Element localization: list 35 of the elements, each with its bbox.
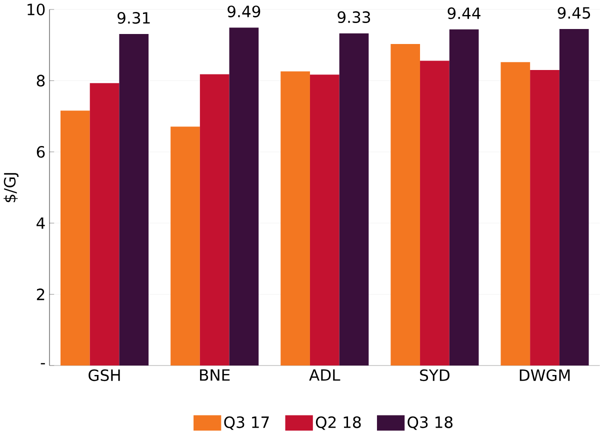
data-label: 9.49 <box>228 6 260 18</box>
legend-label: Q2 18 <box>316 416 361 430</box>
legend-label: Q3 17 <box>224 416 269 430</box>
y-tick-label: 10 <box>28 4 45 16</box>
x-tick-label: DWGM <box>520 369 570 382</box>
x-tick-label: BNE <box>200 369 230 381</box>
y-axis-title: $/GJ <box>4 173 19 202</box>
y-tick-label: 2 <box>36 288 44 300</box>
bar <box>310 74 340 366</box>
y-tick-label: 4 <box>36 218 45 229</box>
bar <box>420 60 450 366</box>
data-label: 9.44 <box>448 7 480 20</box>
bar <box>200 74 230 366</box>
bar <box>339 33 369 366</box>
bar <box>229 28 259 366</box>
x-tick-label: SYD <box>420 369 450 382</box>
bar <box>60 110 90 366</box>
data-label: 9.31 <box>118 12 150 24</box>
y-tick-label: 8 <box>36 74 45 87</box>
bar <box>530 70 560 366</box>
bar <box>390 44 420 366</box>
x-tick-label: GSH <box>88 369 120 382</box>
bar <box>170 126 200 366</box>
bar <box>280 72 310 366</box>
bar <box>449 29 479 366</box>
bar <box>559 29 589 366</box>
bar <box>500 62 530 366</box>
bar <box>119 34 149 366</box>
legend-label: Q3 18 <box>408 416 452 430</box>
x-tick-label: ADL <box>309 369 340 381</box>
bar <box>90 83 120 366</box>
data-label: 9.45 <box>558 7 590 19</box>
data-label: 9.33 <box>338 11 370 24</box>
y-tick-label: 6 <box>36 146 45 158</box>
y-tick-label: - <box>40 363 45 364</box>
